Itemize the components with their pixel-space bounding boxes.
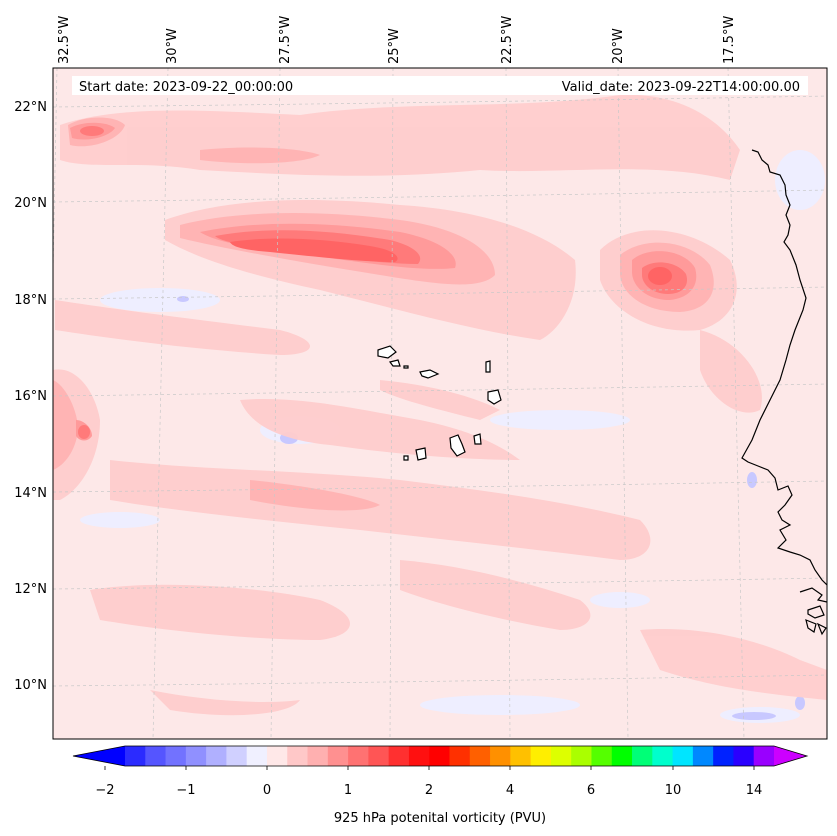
colorbar-extend-min — [73, 746, 125, 766]
colorbar-segment — [510, 746, 532, 766]
lon-label: 27.5°W — [278, 16, 293, 64]
colorbar-ticks: −2 −1 0 1 2 4 6 10 14 — [95, 783, 762, 798]
colorbar-segment — [327, 746, 349, 766]
colorbar-segment — [490, 746, 511, 766]
colorbar-outline — [72, 745, 809, 767]
vorticity-level-5 — [230, 238, 672, 285]
colorbar-tick-label: 2 — [425, 783, 433, 798]
colorbar-segment — [408, 746, 430, 766]
colorbar-segment — [368, 746, 390, 766]
colorbar-extend-max — [774, 746, 807, 766]
colorbar-segment — [753, 746, 775, 766]
lon-label: 30°W — [165, 28, 180, 64]
graticule — [53, 68, 827, 739]
colorbar-segment — [307, 746, 329, 766]
colorbar-tick-label: 4 — [506, 783, 514, 798]
colorbar-segment — [125, 746, 146, 766]
colorbar-segment — [388, 746, 410, 766]
colorbar-segment — [652, 746, 674, 766]
colorbar-tick-label: 1 — [344, 783, 352, 798]
colorbar-tick-label: 6 — [587, 783, 595, 798]
cape-verde-islands — [377, 345, 502, 461]
colorbar-segment — [713, 746, 734, 766]
map-frame — [52, 67, 828, 740]
lon-label: 32.5°W — [57, 16, 72, 64]
colorbar-tick-label: −2 — [95, 783, 114, 798]
lon-label: 25°W — [387, 28, 402, 64]
colorbar-segment — [530, 746, 552, 766]
colorbar-tick-label: −1 — [176, 783, 195, 798]
colorbar-segment — [226, 746, 248, 766]
colorbar-segment — [449, 746, 471, 766]
colorbar-segment — [692, 746, 714, 766]
colorbar-title: 925 hPa potenital vorticity (PVU) — [334, 811, 546, 826]
colorbar-segment — [429, 746, 450, 766]
lon-label: 17.5°W — [722, 16, 737, 64]
colorbar-segment — [165, 746, 187, 766]
header-bar — [72, 76, 808, 95]
colorbar-segment — [571, 746, 592, 766]
lat-label: 18°N — [14, 293, 47, 308]
colorbar-segment — [733, 746, 755, 766]
latitude-labels: 22°N 20°N 18°N 16°N 14°N 12°N 10°N — [14, 100, 47, 693]
colorbar-segment — [591, 746, 613, 766]
colorbar-segment — [266, 746, 288, 766]
colorbar-segment — [287, 746, 309, 766]
longitude-labels: 32.5°W 30°W 27.5°W 25°W 22.5°W 20°W 17.5… — [57, 16, 737, 64]
colorbar-tick-label: 0 — [263, 783, 271, 798]
colorbar — [72, 745, 809, 770]
lat-label: 16°N — [14, 389, 47, 404]
colorbar-segment — [185, 746, 207, 766]
lon-label: 20°W — [611, 28, 626, 64]
start-date-label: Start date: 2023-09-22_00:00:00 — [79, 80, 293, 95]
lon-label: 22.5°W — [500, 16, 515, 64]
colorbar-segment — [469, 746, 491, 766]
colorbar-segment — [611, 746, 633, 766]
colorbar-segment — [145, 746, 167, 766]
lat-label: 12°N — [14, 582, 47, 597]
colorbar-segment — [246, 746, 268, 766]
colorbar-segment — [672, 746, 694, 766]
negative-vorticity-cores — [177, 296, 805, 720]
african-coastline — [741, 149, 827, 586]
lat-label: 10°N — [14, 678, 47, 693]
map-content — [53, 68, 827, 739]
colorbar-segment — [632, 746, 653, 766]
lat-label: 22°N — [14, 100, 47, 115]
colorbar-segment — [348, 746, 369, 766]
lat-label: 20°N — [14, 196, 47, 211]
colorbar-segment — [550, 746, 572, 766]
colorbar-segment — [206, 746, 227, 766]
colorbar-tick-label: 10 — [665, 783, 682, 798]
valid-date-label: Valid_date: 2023-09-22T14:00:00.00 — [562, 80, 800, 95]
guinea-bissau-coast — [799, 587, 827, 636]
colorbar-tick-label: 14 — [746, 783, 763, 798]
lat-label: 14°N — [14, 486, 47, 501]
